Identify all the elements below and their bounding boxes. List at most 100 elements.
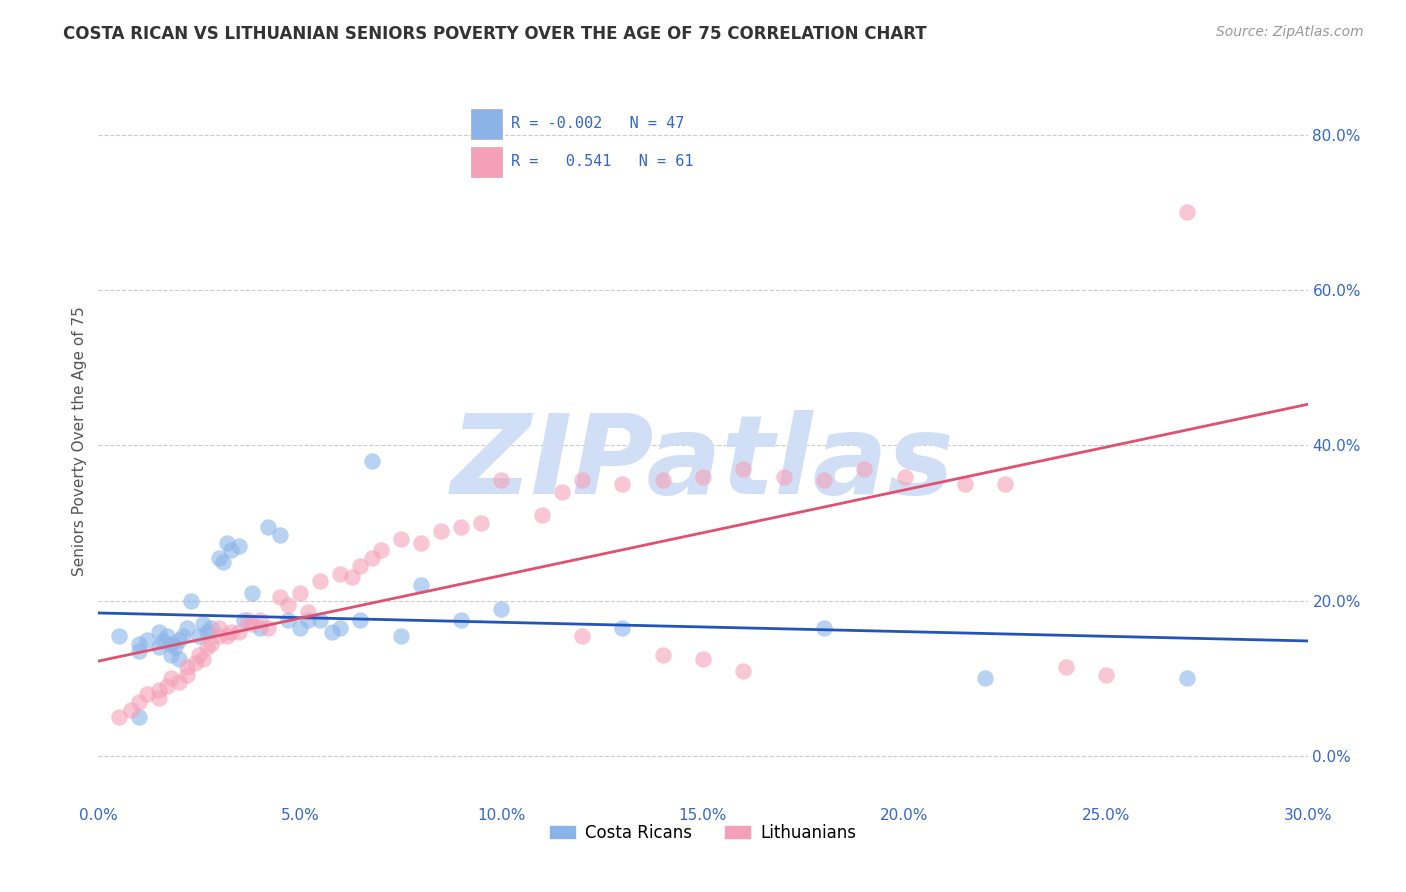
Lithuanians — [994, 477, 1017, 491]
Lithuanians — [148, 683, 170, 698]
Lithuanians — [612, 477, 634, 491]
Costa Ricans — [212, 555, 235, 569]
Costa Ricans — [148, 624, 170, 639]
Lithuanians — [389, 532, 412, 546]
Lithuanians — [277, 598, 299, 612]
Lithuanians — [1095, 667, 1118, 681]
Costa Ricans — [135, 632, 157, 647]
Costa Ricans — [249, 621, 271, 635]
Lithuanians — [853, 461, 876, 475]
Y-axis label: Seniors Poverty Over the Age of 75: Seniors Poverty Over the Age of 75 — [72, 307, 87, 576]
Costa Ricans — [188, 629, 211, 643]
Costa Ricans — [1175, 672, 1198, 686]
Lithuanians — [228, 624, 250, 639]
Costa Ricans — [128, 644, 150, 658]
Costa Ricans — [152, 634, 174, 648]
Costa Ricans — [309, 613, 332, 627]
Lithuanians — [571, 474, 593, 488]
Lithuanians — [309, 574, 332, 589]
Costa Ricans — [176, 621, 198, 635]
Lithuanians — [953, 477, 976, 491]
Lithuanians — [256, 621, 278, 635]
Costa Ricans — [128, 710, 150, 724]
Lithuanians — [120, 702, 142, 716]
Costa Ricans — [221, 543, 243, 558]
Lithuanians — [208, 621, 231, 635]
Text: ZIPatlas: ZIPatlas — [451, 409, 955, 516]
Costa Ricans — [160, 636, 183, 650]
Lithuanians — [551, 485, 574, 500]
Costa Ricans — [813, 621, 835, 635]
Costa Ricans — [180, 594, 202, 608]
Lithuanians — [370, 543, 392, 558]
Costa Ricans — [172, 629, 194, 643]
Costa Ricans — [288, 621, 311, 635]
Lithuanians — [651, 648, 673, 663]
Lithuanians — [135, 687, 157, 701]
Lithuanians — [269, 590, 291, 604]
Costa Ricans — [193, 617, 215, 632]
Lithuanians — [692, 652, 714, 666]
Costa Ricans — [167, 632, 190, 647]
Costa Ricans — [217, 535, 239, 549]
Lithuanians — [491, 474, 513, 488]
Costa Ricans — [167, 652, 190, 666]
Lithuanians — [148, 690, 170, 705]
Lithuanians — [1054, 660, 1077, 674]
Lithuanians — [772, 469, 794, 483]
Costa Ricans — [156, 629, 179, 643]
Lithuanians — [530, 508, 553, 523]
Costa Ricans — [107, 629, 129, 643]
Text: Source: ZipAtlas.com: Source: ZipAtlas.com — [1216, 25, 1364, 39]
Costa Ricans — [389, 629, 412, 643]
Costa Ricans — [974, 672, 997, 686]
Costa Ricans — [450, 613, 472, 627]
Costa Ricans — [297, 613, 319, 627]
Lithuanians — [813, 474, 835, 488]
Lithuanians — [240, 617, 263, 632]
Lithuanians — [195, 640, 218, 655]
Lithuanians — [208, 629, 231, 643]
Lithuanians — [297, 606, 319, 620]
Lithuanians — [176, 660, 198, 674]
Lithuanians — [450, 520, 472, 534]
Lithuanians — [349, 558, 371, 573]
Costa Ricans — [200, 621, 222, 635]
Costa Ricans — [163, 640, 186, 655]
Costa Ricans — [277, 613, 299, 627]
Lithuanians — [176, 667, 198, 681]
Lithuanians — [236, 613, 259, 627]
Lithuanians — [184, 656, 207, 670]
Lithuanians — [692, 469, 714, 483]
Costa Ricans — [612, 621, 634, 635]
Lithuanians — [217, 629, 239, 643]
Costa Ricans — [195, 624, 218, 639]
Lithuanians — [249, 613, 271, 627]
Costa Ricans — [208, 551, 231, 566]
Costa Ricans — [269, 528, 291, 542]
Costa Ricans — [160, 648, 183, 663]
Costa Ricans — [321, 624, 343, 639]
Lithuanians — [188, 648, 211, 663]
Lithuanians — [571, 629, 593, 643]
Costa Ricans — [256, 520, 278, 534]
Lithuanians — [156, 679, 179, 693]
Legend: Costa Ricans, Lithuanians: Costa Ricans, Lithuanians — [543, 817, 863, 848]
Lithuanians — [1175, 205, 1198, 219]
Costa Ricans — [329, 621, 352, 635]
Lithuanians — [329, 566, 352, 581]
Costa Ricans — [128, 636, 150, 650]
Lithuanians — [160, 672, 183, 686]
Costa Ricans — [232, 613, 254, 627]
Costa Ricans — [361, 454, 384, 468]
Lithuanians — [200, 636, 222, 650]
Lithuanians — [470, 516, 492, 530]
Costa Ricans — [349, 613, 371, 627]
Costa Ricans — [240, 586, 263, 600]
Lithuanians — [733, 461, 755, 475]
Lithuanians — [342, 570, 364, 584]
Lithuanians — [361, 551, 384, 566]
Costa Ricans — [491, 601, 513, 615]
Lithuanians — [288, 586, 311, 600]
Lithuanians — [107, 710, 129, 724]
